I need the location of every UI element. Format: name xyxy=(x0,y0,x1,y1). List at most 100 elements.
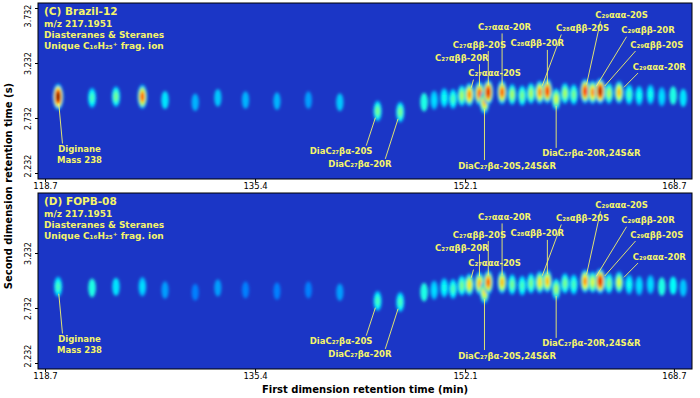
peak-contour xyxy=(441,90,447,105)
peak-contour xyxy=(608,280,611,287)
peak-contour xyxy=(112,278,119,296)
peak-contour xyxy=(88,278,96,297)
peak-label: C₂₈αββ-20S xyxy=(556,23,609,33)
peak-contour xyxy=(616,86,621,99)
peak xyxy=(646,85,654,105)
peak-contour xyxy=(54,86,62,107)
peak-label: C₂₇ααα-20R xyxy=(478,22,532,32)
peak-contour xyxy=(521,92,524,99)
peak-contour xyxy=(605,83,614,104)
peak-contour xyxy=(373,101,382,122)
peak-contour xyxy=(545,275,550,288)
peak-contour xyxy=(582,275,587,288)
peak-contour xyxy=(140,281,144,292)
peak-contour xyxy=(459,277,466,293)
peak-contour xyxy=(627,279,632,290)
y-tick-label: 2.732 xyxy=(24,297,33,320)
label-leader xyxy=(366,308,375,336)
peak-contour xyxy=(647,277,653,292)
peak-contour xyxy=(508,274,517,295)
peak-contour xyxy=(615,83,622,101)
peak-contour xyxy=(647,87,653,102)
peak-contour xyxy=(305,91,312,108)
peak-label: Diginane xyxy=(58,334,101,344)
label-leader xyxy=(547,50,548,84)
peak-contour xyxy=(450,91,456,107)
peak-contour xyxy=(635,276,643,295)
label-leader xyxy=(484,109,485,160)
peak-contour xyxy=(583,277,586,285)
peak-contour xyxy=(646,85,654,105)
peak-label: DiaC₂₇βα-20R,24S&R xyxy=(542,338,641,348)
peak-contour xyxy=(614,81,623,104)
y-tick xyxy=(35,363,38,364)
peak xyxy=(449,89,457,109)
peak-contour xyxy=(56,281,61,292)
peak-label: C₂₇αββ-20R xyxy=(435,243,489,253)
peak-contour xyxy=(511,91,514,98)
peak-contour xyxy=(563,278,568,290)
peak-contour xyxy=(536,274,543,292)
peak xyxy=(449,279,457,299)
peak xyxy=(527,273,536,294)
peak-contour xyxy=(420,93,428,112)
peak-contour xyxy=(399,109,402,116)
peak-contour xyxy=(555,285,558,292)
peak xyxy=(373,101,382,122)
peak-contour xyxy=(53,84,64,110)
peak-contour xyxy=(626,87,632,103)
peak-contour xyxy=(432,95,436,106)
plot-background xyxy=(38,3,692,179)
peak xyxy=(430,280,438,299)
peak xyxy=(570,274,578,294)
peak-contour xyxy=(440,278,448,298)
peak-contour xyxy=(679,89,686,107)
peak xyxy=(635,86,643,106)
peak-contour xyxy=(570,274,578,294)
peak-contour xyxy=(273,283,280,300)
label-leader xyxy=(587,21,601,84)
label-leader xyxy=(624,263,638,277)
peak-contour xyxy=(459,280,464,292)
peak-contour xyxy=(555,95,558,102)
y-tick-label: 2.732 xyxy=(24,107,33,130)
peak-contour xyxy=(538,278,541,286)
peak-contour xyxy=(192,284,199,301)
peak-contour xyxy=(660,91,664,102)
peak-contour xyxy=(628,281,631,288)
peak-contour xyxy=(336,284,343,301)
peak-contour xyxy=(521,282,524,289)
peak-label: C₂₈αββ-20S xyxy=(556,213,609,223)
peak-contour xyxy=(138,277,146,296)
peak-contour xyxy=(636,88,642,103)
peak-contour xyxy=(638,92,641,99)
peak-contour xyxy=(553,281,560,298)
peak xyxy=(518,85,527,106)
peak xyxy=(396,292,404,312)
label-leader xyxy=(484,299,485,350)
peak xyxy=(137,85,147,109)
peak xyxy=(373,291,381,311)
peak xyxy=(614,81,623,104)
peak xyxy=(669,276,677,294)
peak-label: DiaC₂₇βα-20S,24S&R xyxy=(458,161,556,171)
y-tick xyxy=(35,253,38,254)
peak-contour xyxy=(498,273,505,291)
peak-contour xyxy=(398,106,403,118)
peak-contour xyxy=(486,88,490,97)
peak xyxy=(527,83,536,104)
peak-contour xyxy=(538,88,541,96)
peak-contour xyxy=(571,89,576,101)
peak-contour xyxy=(562,275,569,291)
x-tick-label: 152.1 xyxy=(453,371,477,381)
x-tick-label: 152.1 xyxy=(453,181,477,191)
peak-layer xyxy=(54,269,687,313)
peak xyxy=(625,275,633,295)
peak-label: C₂₇αββ-20R xyxy=(435,53,489,63)
peak-contour xyxy=(375,105,380,117)
peak-contour xyxy=(571,277,577,293)
label-leader xyxy=(385,309,398,349)
peak-contour xyxy=(440,88,448,108)
peak-label: C₂₇αββ-20S xyxy=(453,40,506,50)
peak-contour xyxy=(137,85,147,109)
